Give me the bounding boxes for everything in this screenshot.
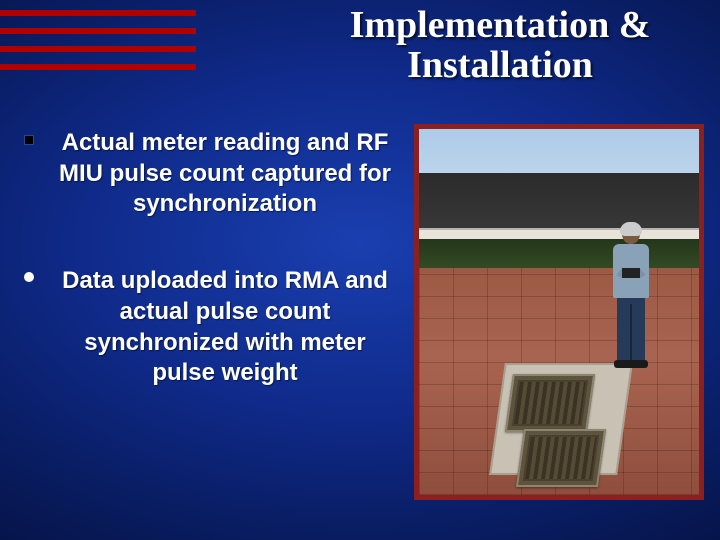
photo-frame [414, 124, 704, 500]
decorative-bar [0, 46, 196, 52]
bullet-marker-icon [24, 272, 34, 282]
bullet-text: Actual meter reading and RF MIU pulse co… [59, 129, 391, 217]
decorative-bar [0, 64, 196, 70]
decorative-bars [0, 10, 196, 82]
decorative-bar [0, 28, 196, 34]
photo-meter-cover [505, 374, 595, 432]
photo-person-legs [617, 298, 645, 360]
decorative-bar [0, 10, 196, 16]
bullet-item: Data uploaded into RMA and actual pulse … [22, 266, 394, 389]
bullet-item: Actual meter reading and RF MIU pulse co… [22, 128, 394, 220]
photo-technician [608, 224, 654, 374]
photo-person-shoes [614, 360, 648, 368]
bullet-text: Data uploaded into RMA and actual pulse … [62, 267, 388, 386]
bullet-list: Actual meter reading and RF MIU pulse co… [22, 128, 394, 435]
photo-meter-cover [516, 429, 606, 487]
photo-person-hair [620, 222, 642, 236]
photo-handheld-device [622, 268, 640, 278]
slide-root: Implementation & Installation Actual met… [0, 0, 720, 540]
photo [419, 129, 699, 495]
bullet-marker-icon [25, 136, 33, 144]
slide-title: Implementation & Installation [290, 6, 710, 86]
